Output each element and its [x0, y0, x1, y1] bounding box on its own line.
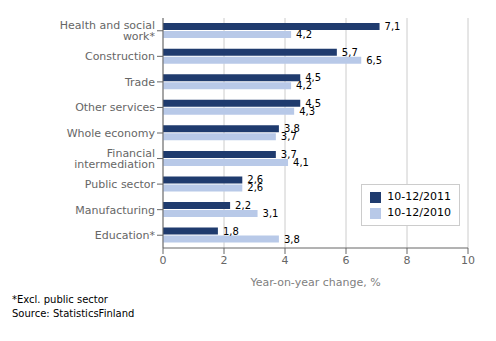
svg-text:3,8: 3,8 — [283, 123, 300, 135]
svg-text:Other services: Other services — [75, 101, 155, 114]
svg-text:6,5: 6,5 — [366, 55, 382, 66]
svg-text:Manufacturing: Manufacturing — [75, 204, 155, 217]
svg-text:10: 10 — [461, 254, 475, 267]
svg-text:4,2: 4,2 — [296, 29, 312, 40]
svg-text:3,8: 3,8 — [284, 234, 300, 245]
svg-text:2,2: 2,2 — [235, 200, 251, 211]
svg-text:3,1: 3,1 — [263, 208, 279, 219]
svg-text:Education*: Education* — [95, 229, 156, 242]
html-text:10-12/2011: 10-12/2011 — [387, 190, 451, 203]
svg-text:Health and socialwork*: Health and socialwork* — [60, 19, 156, 43]
html-text:*Excl. public sector: *Excl. public sector — [12, 294, 108, 305]
svg-text:0: 0 — [160, 254, 167, 267]
svg-text:Public sector: Public sector — [85, 178, 156, 191]
svg-text:2,6: 2,6 — [247, 182, 263, 193]
svg-text:4,5: 4,5 — [305, 72, 322, 84]
svg-text:Year-on-year change, %: Year-on-year change, % — [249, 276, 380, 289]
svg-text:1,8: 1,8 — [223, 226, 239, 237]
svg-text:4,1: 4,1 — [293, 157, 309, 168]
svg-text:4,2: 4,2 — [296, 80, 312, 91]
svg-text:Whole economy: Whole economy — [67, 127, 156, 140]
svg-text:4,3: 4,3 — [299, 106, 315, 117]
svg-text:Construction: Construction — [85, 50, 155, 63]
svg-text:3,7: 3,7 — [281, 131, 297, 142]
svg-text:4: 4 — [282, 254, 289, 267]
html-text:10-12/2010: 10-12/2010 — [387, 206, 451, 219]
svg-text:7,1: 7,1 — [385, 21, 401, 32]
svg-text:8: 8 — [404, 254, 411, 267]
svg-text:6: 6 — [343, 254, 350, 267]
svg-text:Financialintermediation: Financialintermediation — [74, 147, 155, 171]
svg-text:3,7: 3,7 — [280, 148, 297, 160]
html-text:Source: StatisticsFinland: Source: StatisticsFinland — [12, 308, 135, 319]
svg-text:5,7: 5,7 — [342, 47, 358, 58]
svg-text:4,5: 4,5 — [305, 97, 322, 109]
svg-text:2,6: 2,6 — [247, 174, 264, 186]
svg-text:Trade: Trade — [124, 76, 155, 89]
svg-text:2: 2 — [221, 254, 228, 267]
